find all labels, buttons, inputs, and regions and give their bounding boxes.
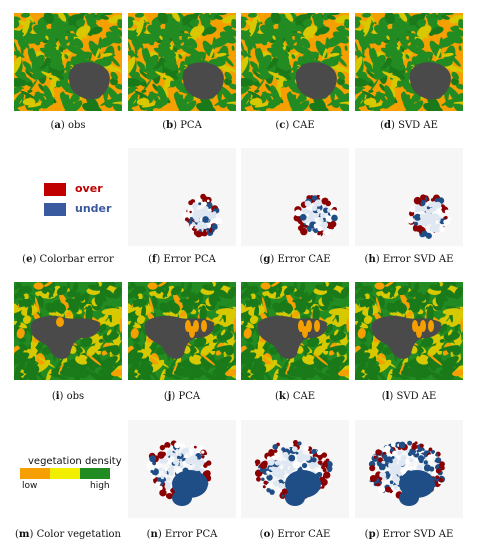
caption-e: (e) Colorbar error	[22, 254, 114, 265]
caption-j: (j) PCA	[163, 391, 201, 402]
caption-letter: j	[167, 391, 172, 402]
vegetation-map-j	[128, 282, 236, 380]
error-map-f	[128, 148, 236, 246]
caption-text: obs	[67, 120, 86, 131]
caption-p: (p) Error SVD AE	[364, 529, 454, 540]
caption-g: (g) Error CAE	[259, 254, 331, 265]
caption-text: Colorbar error	[39, 254, 114, 265]
burned-area	[295, 62, 337, 100]
caption-letter: g	[263, 254, 271, 265]
vegetation-color-swatch	[20, 468, 50, 479]
caption-letter: e	[26, 254, 33, 265]
caption-i: (i) obs	[51, 391, 85, 402]
caption-letter: b	[166, 120, 174, 131]
vegetation-map-i	[14, 282, 122, 380]
caption-a: (a) obs	[50, 120, 86, 131]
caption-letter: m	[18, 529, 30, 540]
error-map-p	[355, 420, 463, 518]
caption-h: (h) Error SVD AE	[364, 254, 454, 265]
error-map-o	[241, 420, 349, 518]
burned-area	[182, 62, 224, 100]
caption-text: Error CAE	[277, 529, 331, 540]
caption-text: Color vegetation	[36, 529, 121, 540]
caption-m: (m) Color vegetation	[15, 529, 121, 540]
vegetation-map-k	[241, 282, 349, 380]
caption-l: (l) SVD AE	[381, 391, 437, 402]
caption-text: Error PCA	[163, 254, 216, 265]
vegetation-map-c	[241, 13, 349, 111]
caption-text: obs	[66, 391, 85, 402]
over-swatch	[44, 183, 66, 196]
caption-text: SVD AE	[398, 120, 438, 131]
caption-letter: i	[55, 391, 60, 402]
caption-o: (o) Error CAE	[259, 529, 331, 540]
caption-text: Error PCA	[164, 529, 218, 540]
caption-letter: a	[54, 120, 61, 131]
vegetation-map-b	[128, 13, 236, 111]
vegetation-high-label: high	[90, 481, 110, 491]
burned-area	[409, 62, 451, 100]
vegetation-color-swatch	[80, 468, 110, 479]
caption-f: (f) Error PCA	[148, 254, 216, 265]
caption-text: Error CAE	[277, 254, 331, 265]
vegetation-map-d	[355, 13, 463, 111]
caption-b: (b) PCA	[162, 120, 202, 131]
caption-letter: p	[368, 529, 376, 540]
error-map-g	[241, 148, 349, 246]
caption-letter: k	[278, 391, 286, 402]
caption-letter: d	[384, 120, 391, 131]
burned-area	[68, 62, 110, 100]
caption-letter: l	[385, 391, 390, 402]
caption-text: Error SVD AE	[382, 254, 454, 265]
caption-c: (c) CAE	[275, 120, 315, 131]
error-map-n	[128, 420, 236, 518]
caption-text: SVD AE	[396, 391, 437, 402]
caption-n: (n) Error PCA	[146, 529, 218, 540]
vegetation-low-label: low	[22, 481, 38, 491]
caption-d: (d) SVD AE	[380, 120, 438, 131]
error-map-h	[355, 148, 463, 246]
burned-area	[30, 315, 101, 359]
vegetation-map-l	[355, 282, 463, 380]
vegetation-legend-title: vegetation density	[28, 456, 122, 467]
caption-letter: f	[152, 254, 157, 265]
caption-text: CAE	[292, 120, 315, 131]
caption-text: PCA	[178, 391, 201, 402]
caption-letter: o	[263, 529, 271, 540]
caption-letter: c	[279, 120, 286, 131]
over-label: over	[75, 182, 103, 195]
caption-text: CAE	[292, 391, 316, 402]
caption-text: Error SVD AE	[382, 529, 454, 540]
vegetation-map-a	[14, 13, 122, 111]
caption-letter: h	[368, 254, 376, 265]
caption-letter: n	[150, 529, 158, 540]
caption-text: PCA	[180, 120, 202, 131]
under-label: under	[75, 202, 112, 215]
caption-k: (k) CAE	[274, 391, 316, 402]
under-swatch	[44, 203, 66, 216]
vegetation-color-swatch	[50, 468, 80, 479]
